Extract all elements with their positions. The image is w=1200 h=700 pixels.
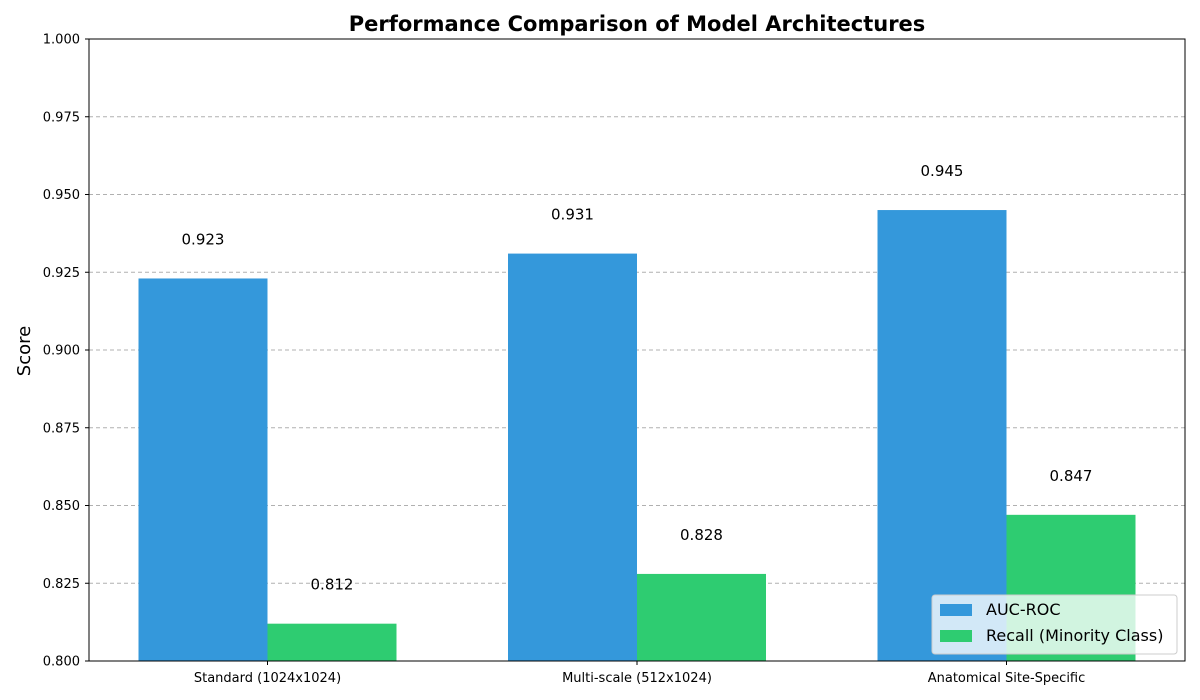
bar — [138, 278, 268, 661]
y-tick-label: 0.925 — [43, 266, 80, 281]
y-tick-label: 1.000 — [43, 33, 80, 48]
bar — [877, 210, 1007, 662]
y-tick-label: 0.825 — [43, 577, 80, 592]
bars — [138, 210, 1136, 662]
y-tick-label: 0.975 — [43, 110, 80, 125]
legend-label: AUC-ROC — [986, 600, 1060, 619]
data-label: 0.945 — [921, 162, 964, 180]
legend-swatch — [940, 604, 972, 616]
legend-box — [931, 594, 1178, 655]
legend-swatch — [940, 630, 972, 642]
bar — [637, 573, 766, 661]
legend-label: Recall (Minority Class) — [986, 626, 1163, 645]
y-tick-label: 0.800 — [43, 655, 80, 670]
y-tick-label: 0.850 — [43, 499, 80, 514]
y-tick-label: 0.950 — [43, 188, 80, 203]
chart-title: Performance Comparison of Model Architec… — [349, 12, 926, 36]
data-labels: 0.923 0.812 0.931 0.828 0.945 0.847 — [182, 162, 1093, 594]
x-tick-label: Standard (1024x1024) — [194, 671, 341, 686]
data-label: 0.923 — [182, 230, 225, 248]
y-tick-label: 0.875 — [43, 421, 80, 436]
legend: AUC-ROC Recall (Minority Class) — [931, 594, 1178, 655]
data-label: 0.931 — [551, 206, 594, 224]
data-label: 0.812 — [311, 576, 354, 594]
x-axis-ticks: Standard (1024x1024) Multi-scale (512x102… — [194, 661, 1085, 686]
y-tick-label: 0.900 — [43, 344, 80, 359]
y-axis-ticks: 0.800 0.825 0.850 0.875 0.900 0.925 0.950 0.975… — [43, 33, 89, 670]
bar — [267, 623, 397, 661]
bar — [508, 253, 637, 661]
x-tick-label: Anatomical Site-Specific — [928, 671, 1086, 686]
data-label: 0.847 — [1050, 467, 1093, 485]
data-label: 0.828 — [680, 526, 723, 544]
x-tick-label: Multi-scale (512x1024) — [562, 671, 712, 686]
y-axis-label: Score — [14, 326, 35, 376]
